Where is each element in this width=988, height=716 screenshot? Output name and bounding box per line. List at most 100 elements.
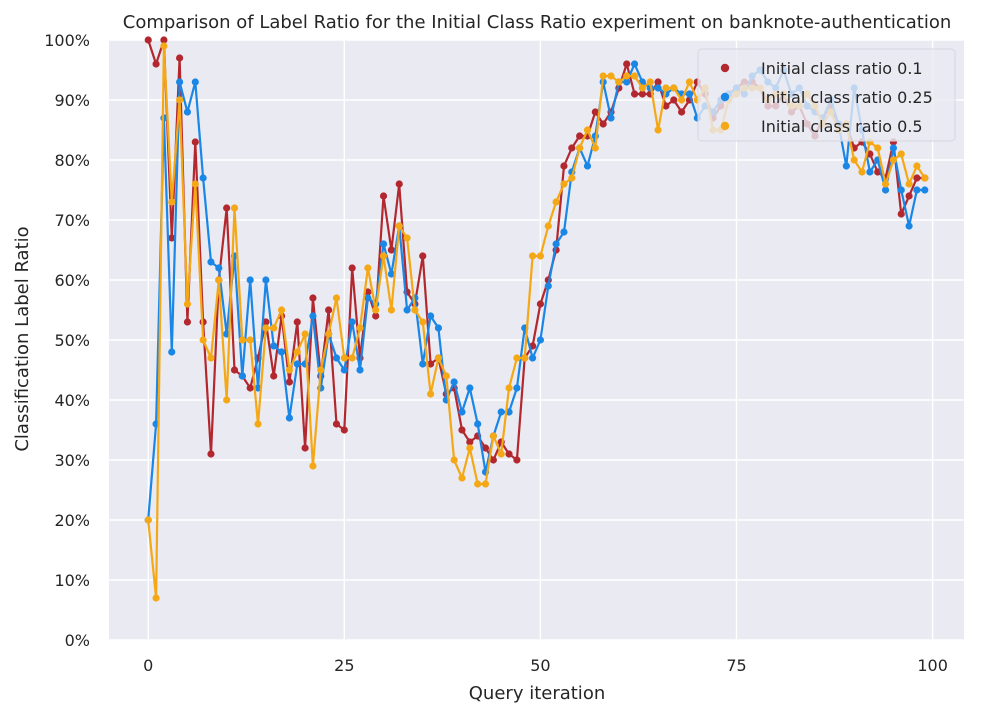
y-tick-label: 60% [54, 271, 90, 290]
data-point [568, 174, 576, 182]
data-point [419, 252, 427, 260]
data-point [466, 444, 474, 452]
data-point [175, 54, 184, 62]
data-point [191, 78, 199, 86]
data-point [599, 72, 607, 80]
data-point [175, 96, 184, 104]
data-point [654, 126, 662, 134]
x-tick-label: 50 [530, 656, 550, 675]
data-point [207, 450, 215, 458]
x-tick-label: 0 [143, 656, 153, 675]
data-point [427, 360, 435, 368]
data-point [576, 144, 584, 152]
data-point [356, 366, 364, 374]
data-point [466, 384, 474, 392]
y-tick-label: 90% [54, 91, 90, 110]
data-point [325, 306, 333, 314]
data-point [230, 204, 239, 212]
data-point [379, 192, 388, 200]
data-point [842, 162, 850, 170]
data-point [521, 354, 529, 362]
y-tick-label: 50% [54, 331, 90, 350]
y-axis-label: Classification Label Ratio [12, 226, 33, 451]
data-point [356, 324, 364, 332]
data-point [309, 462, 317, 470]
data-point [348, 318, 356, 326]
data-point [207, 258, 215, 266]
data-point [387, 270, 395, 278]
data-point [434, 354, 443, 362]
data-point [270, 324, 278, 332]
data-point [474, 420, 482, 428]
data-point [293, 360, 301, 368]
data-point [489, 456, 497, 464]
y-tick-label: 70% [54, 211, 90, 230]
data-point [623, 60, 631, 68]
data-point [513, 354, 521, 362]
y-tick-label: 80% [54, 151, 90, 170]
data-point [285, 378, 294, 386]
data-point [528, 354, 537, 362]
data-point [254, 420, 262, 428]
data-point [466, 438, 474, 446]
data-point [191, 138, 199, 146]
data-point [889, 156, 898, 164]
y-tick-label: 0% [65, 631, 90, 650]
x-tick-label: 25 [334, 656, 354, 675]
data-point [340, 366, 348, 374]
data-point [905, 180, 913, 188]
data-point [678, 108, 686, 116]
data-point [662, 84, 670, 92]
data-point [364, 294, 372, 302]
data-point [223, 204, 231, 212]
data-point [560, 162, 568, 170]
data-point [552, 240, 560, 248]
data-point [301, 444, 309, 452]
data-point [317, 366, 325, 374]
data-point [662, 102, 670, 110]
data-point [921, 186, 929, 194]
data-point [419, 360, 427, 368]
data-point [874, 144, 882, 152]
data-point [458, 408, 466, 416]
data-point [223, 396, 231, 404]
data-point [332, 294, 341, 302]
axis-ticks: 0% 10% 20% 30% 40% 50% 60% 70% 80% 90% 100% 0 25 50 75… [44, 31, 948, 675]
data-point [144, 516, 152, 524]
data-point [552, 198, 560, 206]
data-point [623, 78, 631, 86]
data-point [678, 96, 686, 104]
legend-marker [720, 92, 730, 102]
data-point [560, 180, 568, 188]
data-point [866, 168, 874, 176]
data-point [474, 480, 482, 488]
data-point [191, 180, 199, 188]
data-point [560, 228, 568, 236]
data-point [293, 348, 301, 356]
data-point [215, 276, 223, 284]
data-point [850, 156, 858, 164]
data-point [505, 450, 513, 458]
data-point [450, 456, 458, 464]
data-point [544, 282, 552, 290]
data-point [881, 180, 890, 188]
data-point [568, 144, 576, 152]
data-point [513, 456, 521, 464]
data-point [364, 264, 372, 272]
y-tick-label: 30% [54, 451, 90, 470]
data-point [215, 264, 223, 272]
data-point [411, 306, 419, 314]
chart-title: Comparison of Label Ratio for the Initia… [123, 12, 952, 33]
data-point [285, 366, 294, 374]
data-point [372, 306, 380, 314]
data-point [913, 186, 921, 194]
data-point [277, 306, 286, 314]
data-point [576, 132, 584, 140]
y-tick-label: 100% [44, 31, 90, 50]
x-axis-label: Query iteration [469, 683, 605, 704]
data-point [372, 312, 380, 320]
data-point [395, 180, 403, 188]
data-point [325, 330, 333, 338]
data-point [262, 318, 270, 326]
